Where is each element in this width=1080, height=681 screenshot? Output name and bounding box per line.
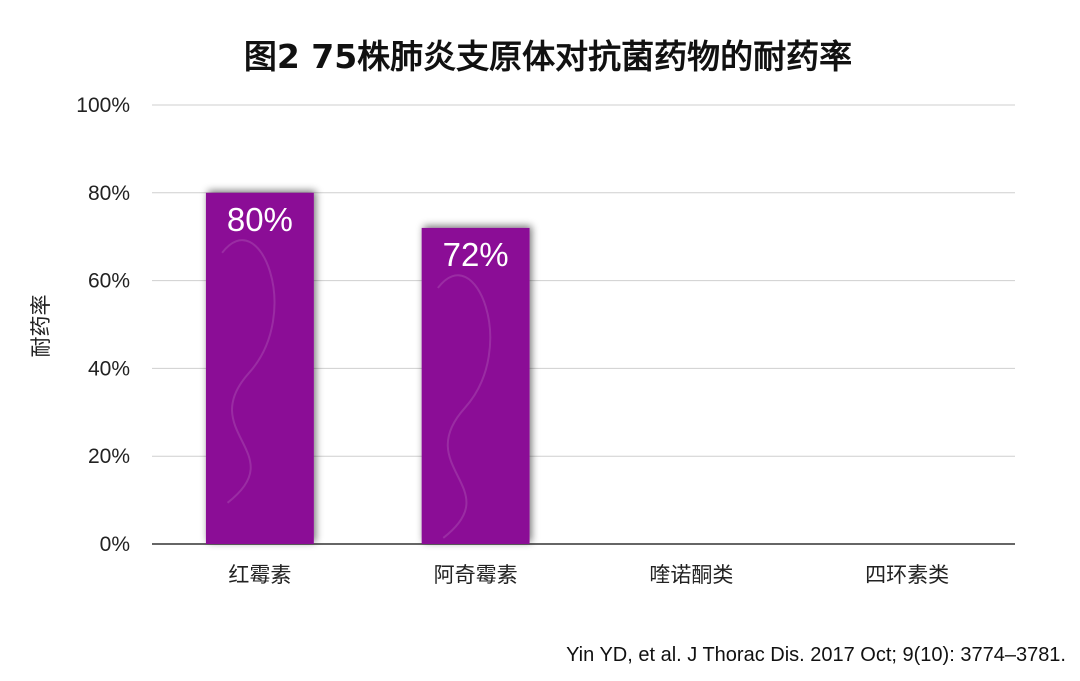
category-label: 阿奇霉素 <box>434 563 518 587</box>
y-tick-label: 80% <box>88 182 130 205</box>
bar-texture <box>221 239 276 504</box>
category-label: 四环素类 <box>865 563 949 587</box>
y-tick-label: 100% <box>76 94 130 117</box>
data-label: 72% <box>443 236 509 273</box>
source-citation: Yin YD, et al. J Thorac Dis. 2017 Oct; 9… <box>566 644 1066 666</box>
bar-texture <box>437 274 492 539</box>
bars: 80% 72% <box>205 192 530 545</box>
y-tick-label: 60% <box>88 270 130 293</box>
category-label: 喹诺酮类 <box>649 563 733 587</box>
bar <box>421 227 530 545</box>
category-labels: 红霉素 阿奇霉素 喹诺酮类 四环素类 <box>228 563 949 587</box>
y-tick-label: 20% <box>88 445 130 468</box>
y-tick-label: 0% <box>100 533 130 556</box>
bar <box>205 192 314 545</box>
category-label: 红霉素 <box>228 563 291 587</box>
chart-title: 图2 75株肺炎支原体对抗菌药物的耐药率 <box>244 37 852 76</box>
y-tick-labels: 0% 20% 40% 60% 80% 100% <box>76 94 130 556</box>
data-label: 80% <box>227 201 293 238</box>
y-tick-label: 40% <box>88 357 130 380</box>
y-axis-label: 耐药率 <box>29 295 53 358</box>
